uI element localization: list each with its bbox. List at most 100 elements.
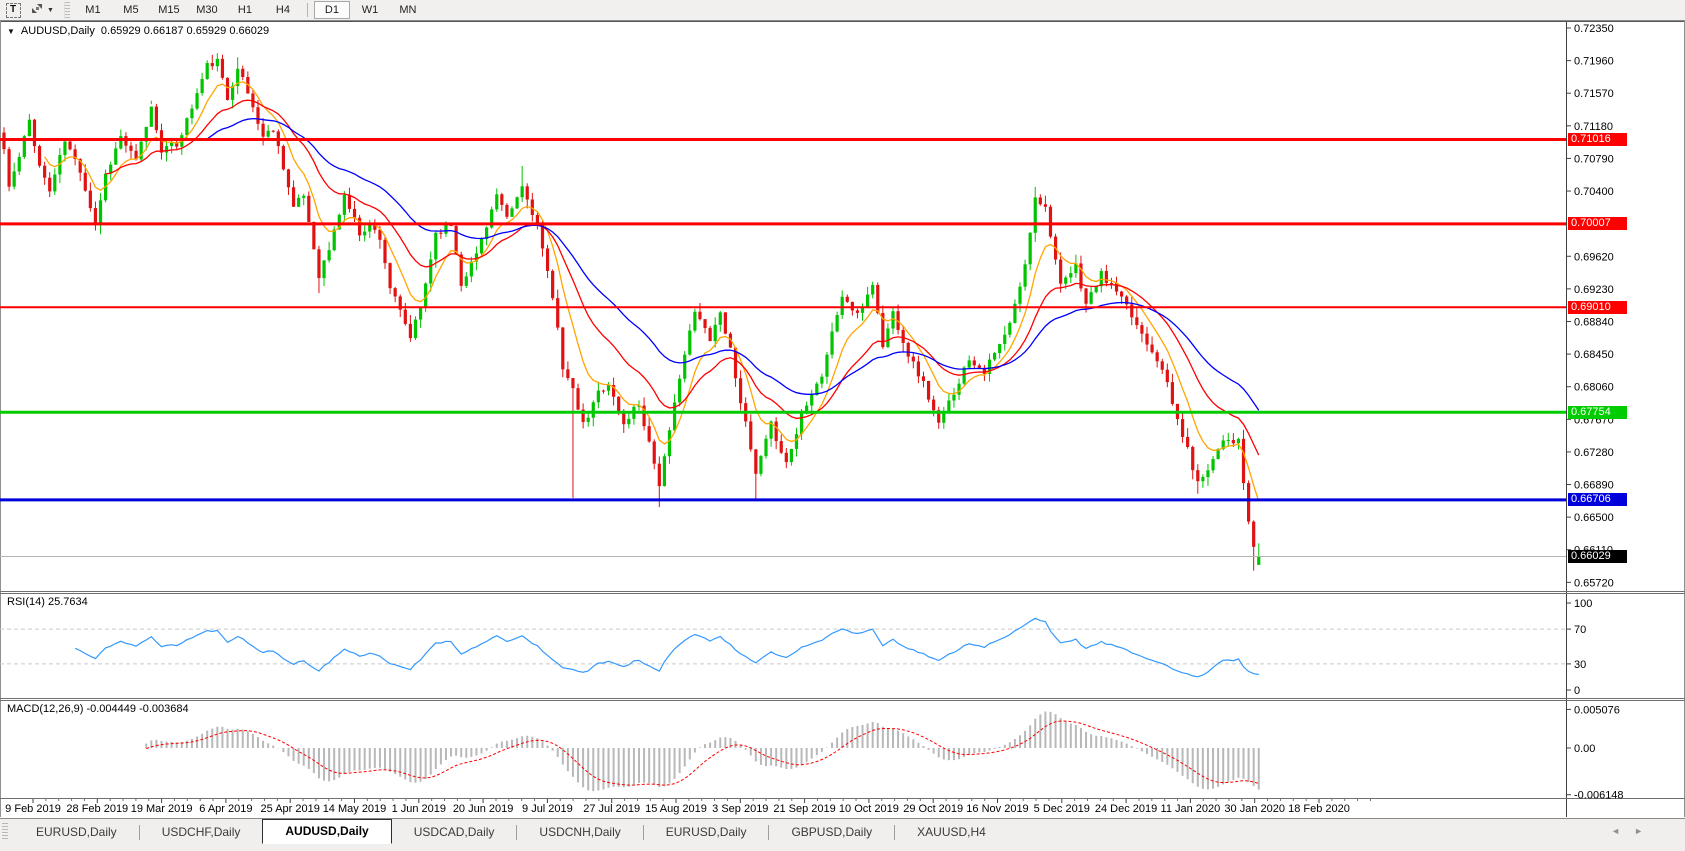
timeframe-button-mn[interactable]: MN [399,4,417,16]
candle-body [693,311,697,331]
chart-tab-xauusd-h4[interactable]: XAUUSD,H4 [917,824,986,839]
candle-body [210,63,214,67]
chart-tab-bar: EURUSD,Daily USDCHF,Daily AUDUSD,Daily USDC… [0,818,1685,851]
chart-tab-eurusd-daily[interactable]: EURUSD,Daily [36,824,117,839]
candle-body [571,378,575,389]
candle-body [1130,304,1134,318]
candle-body [1186,436,1190,447]
candle-body [302,195,306,198]
date-axis-label: 24 Dec 2019 [1095,803,1157,815]
candle-body [403,309,407,324]
candle-body [850,301,854,311]
candle-body [317,249,321,279]
candle-body [418,307,423,320]
date-axis-label: 29 Oct 2019 [903,803,963,815]
candle-body [586,417,590,422]
candle-body [383,239,387,264]
candle-body [535,214,539,224]
candle-body [1003,334,1007,345]
candle-body [144,126,148,142]
timeframe-button-m1[interactable]: M1 [85,4,101,16]
chart-symbol-period: AUDUSD,Daily [20,25,95,37]
candle-body [1241,438,1246,484]
macd-indicator-label: MACD(12,26,9) -0.004449 -0.003684 [7,703,189,715]
candle-body [495,194,499,210]
symbol-dropdown-icon[interactable]: ▼ [7,26,15,36]
candle-body [1145,333,1149,345]
candle-body [1074,263,1078,274]
toolbar-grip[interactable] [63,2,70,18]
candle-body [1033,197,1037,233]
chart-tab-usdcnh-daily[interactable]: USDCNH,Daily [539,824,621,839]
candle-body [27,119,31,137]
chart-tab-usdcad-daily[interactable]: USDCAD,Daily [413,824,495,839]
candle-body [606,384,611,391]
chart-tab-audusd-daily[interactable]: AUDUSD,Daily [262,819,392,844]
candle-body [642,405,646,427]
candle-body [1059,259,1063,284]
candle-body [170,142,174,147]
candle-body [510,208,514,217]
candle-body [525,186,529,200]
candle-body [972,360,976,366]
chart-tab-eurusd-daily[interactable]: EURUSD,Daily [665,824,747,839]
fast-ma-line[interactable] [44,81,1260,502]
chart-tab-gbpusd-daily[interactable]: GBPUSD,Daily [791,824,873,839]
tab-scroll-right-icon[interactable]: ► [1634,826,1657,836]
timeframe-button-m15[interactable]: M15 [158,4,180,16]
rsi-indicator-label: RSI(14) 25.7634 [7,596,88,608]
candle-body [129,145,133,151]
candle-body [789,448,793,463]
price-axis-tick-label: 0.71180 [1574,121,1613,133]
macd-signal-line[interactable] [146,720,1259,786]
candle-body [657,463,661,487]
date-axis-label: 10 Oct 2019 [839,803,899,815]
timeframe-button-m30[interactable]: M30 [196,4,218,16]
arrange-windows-button[interactable]: ▼ [27,1,57,19]
candle-body [459,254,463,286]
timeframe-button-h1[interactable]: H1 [237,4,252,16]
rsi-axis-tick-label: 70 [1574,624,1586,636]
candle-body [1018,286,1022,304]
tab-separator [894,824,896,840]
candle-body [911,356,915,362]
candle-body [515,197,519,209]
candle-body [561,327,565,370]
candle-body [347,194,352,209]
candle-body [1069,273,1073,278]
chart-tabs: EURUSD,Daily USDCHF,Daily AUDUSD,Daily USDC… [14,819,1008,845]
candle-body [1043,204,1047,207]
timeframe-button-m5[interactable]: M5 [123,4,139,16]
insert-text-button[interactable]: T [1,1,25,19]
tab-scroll-left-icon[interactable]: ◄ [1611,826,1635,836]
macd-histogram [145,711,1260,792]
candle-body [393,288,397,297]
candle-body [977,365,981,368]
timeframe-button-h4[interactable]: H4 [275,4,290,16]
timeframe-button-w1[interactable]: W1 [361,4,379,16]
candle-body [622,412,626,425]
candle-body [647,426,651,442]
candle-body [114,148,118,165]
candle-body [1170,382,1174,404]
rsi-line[interactable] [74,617,1259,678]
tabbar-grip[interactable] [2,823,8,841]
top-toolbar: T ▼ M1 M5 M15 M30 H1 H4 D1 W1 MN [0,0,1685,21]
chart-tab-usdchf-daily[interactable]: USDCHF,Daily [161,824,241,839]
candle-body [93,208,98,226]
candle-body [556,298,560,328]
date-axis-label: 9 Feb 2019 [5,803,61,815]
candle-body [855,310,860,313]
candle-body [1180,419,1185,437]
date-axis-label: 19 Mar 2019 [131,803,193,815]
macd-axis-tick-label: 0.00 [1574,743,1595,755]
candle-body [1206,470,1210,478]
candle-body [759,456,763,474]
candle-body [291,187,296,207]
slow-ma-line[interactable] [206,117,1260,411]
candle-body [926,380,931,400]
price-axis-tick-label: 0.65720 [1574,577,1614,589]
timeframe-button-d1[interactable]: D1 [313,1,350,19]
candle-body [1094,286,1098,293]
